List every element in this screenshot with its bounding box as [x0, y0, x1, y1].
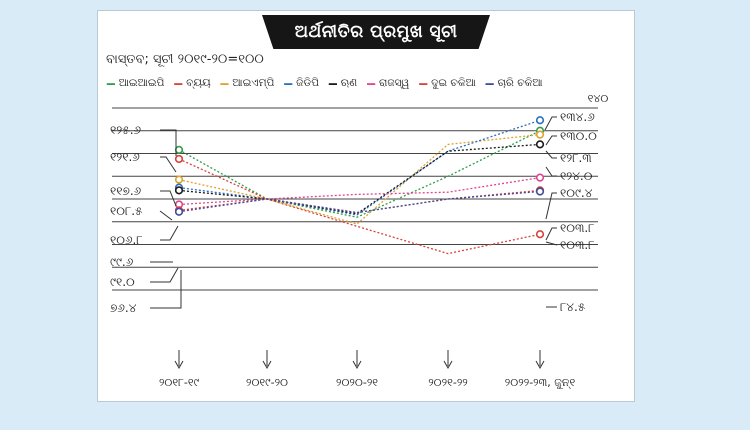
legend-swatch-imp: ‒ [219, 75, 230, 92]
x-tick-arrow [352, 360, 362, 370]
data-point-debt [535, 140, 545, 149]
legend-swatch-four-wheeler: ‒ [484, 75, 495, 92]
left-leader-line [150, 267, 179, 283]
left-value-label: ୧୦୮.୫ [110, 204, 143, 218]
series-line-gdp [178, 119, 541, 216]
right-leader-line [545, 135, 557, 146]
left-value-label: ୧୧୭.୬ [110, 184, 142, 198]
legend-swatch-debt: ‒ [328, 75, 338, 92]
legend-item-expenditure: ‒ ବ୍ୟୟ [173, 75, 211, 92]
legend-label-iip: ଆଇଆଇପି [118, 77, 165, 89]
legend-swatch-gdp: ‒ [283, 75, 294, 92]
data-point-imp [174, 175, 184, 184]
right-value-label: ୧୩୦.୦ [560, 129, 597, 143]
y-tick-label: ୧୪୦ [588, 92, 609, 105]
left-value-label: ୯୯.୬ [110, 255, 134, 269]
legend-item-gdp: ‒ ଜିଡିପି [283, 75, 320, 92]
right-leader-line [545, 192, 557, 220]
data-point-imp [535, 130, 545, 139]
legend-swatch-expenditure: ‒ [173, 75, 184, 92]
legend-item-revenue: ‒ ରାଜସ୍ୱ [366, 75, 410, 92]
legend-swatch-two-wheeler: ‒ [418, 75, 429, 92]
left-leader-line [160, 225, 179, 241]
legend-swatch-revenue: ‒ [366, 75, 376, 92]
x-tick-label: ୨୦୨୦-୨୧ [336, 376, 378, 389]
data-point-expenditure [535, 230, 545, 239]
chart-title: ଅର୍ଥନୀତିର ପ୍ରମୁଖ ସୂଚୀ [262, 15, 490, 49]
legend-label-debt: ଋଣ [340, 77, 358, 89]
right-leader-line [545, 150, 557, 159]
x-tick-label: ୨୦୧୯-୨୦ [246, 376, 288, 389]
left-value-label: ୭୬.୪ [110, 301, 137, 315]
legend-item-two-wheeler: ‒ ଦୁଇ ଚକିଆ [418, 75, 476, 92]
left-value-label: ୧୦୬.୮ [110, 233, 143, 247]
series-line-expenditure [178, 158, 541, 255]
series-line-debt [178, 143, 541, 215]
x-tick-arrow [262, 360, 272, 370]
right-value-label: ୮୪.୫ [560, 300, 586, 314]
data-point-iip [174, 145, 184, 154]
series-line-revenue [178, 176, 541, 206]
series-line-imp [178, 133, 541, 225]
legend-label-revenue: ରାଜସ୍ୱ [378, 77, 410, 89]
legend-label-imp: ଆଇଏମ୍‌ପି [232, 77, 275, 89]
legend-item-four-wheeler: ‒ ଚାରି ଚକିଆ [484, 75, 543, 92]
legend-label-gdp: ଜିଡିପି [296, 77, 320, 89]
right-leader-line [545, 227, 557, 241]
legend-item-debt: ‒ ଋଣ [328, 75, 358, 92]
legend-swatch-iip: ‒ [106, 75, 116, 92]
right-leader-line [545, 241, 558, 246]
right-value-label: ୧୦୯.୪ [560, 186, 593, 200]
left-leader-line [160, 156, 177, 173]
data-point-gdp [535, 116, 545, 125]
left-leader-line [159, 210, 173, 221]
legend-item-iip: ‒ ଆଇଆଇପି [106, 75, 165, 92]
right-leader-line [545, 166, 557, 177]
right-value-label: ୧୨୮.୩ [560, 151, 592, 165]
right-value-label: ୧୨୪.୦ [560, 169, 593, 183]
legend-label-two-wheeler: ଦୁଇ ଚକିଆ [431, 77, 476, 89]
x-tick-arrow [174, 360, 184, 370]
right-value-label: ୧୦୩.୮ [560, 221, 594, 235]
chart-card [97, 10, 635, 402]
right-value-label: ୧୩୪.୬ [560, 110, 595, 124]
data-point-four_wheeler [174, 207, 184, 216]
data-point-expenditure [174, 154, 184, 164]
chart-legend: ‒ ଆଇଆଇପି ‒ ବ୍ୟୟ ‒ ଆଇଏମ୍‌ପି ‒ ଜିଡିପି ‒ ଋଣ… [106, 75, 626, 92]
series-line-iip [178, 130, 541, 218]
left-value-label: ୯୧.୦ [110, 275, 135, 289]
left-leader-line [160, 190, 177, 207]
x-tick-arrow [443, 360, 453, 370]
x-tick-label: ୨୦୧୮-୧୯ [159, 376, 200, 389]
x-tick-arrow [535, 360, 545, 370]
right-value-label: ୧୦୩.୮ [560, 238, 594, 252]
chart-subtitle: ବାସ୍ତବ; ସୂଚୀ ୨୦୧୯-୨୦=୧୦୦ [106, 52, 264, 67]
legend-label-expenditure: ବ୍ୟୟ [186, 77, 211, 89]
data-point-four_wheeler [535, 187, 545, 196]
left-value-label: ୧୨୧.୬ [110, 150, 140, 164]
data-point-debt [174, 186, 184, 195]
right-leader-line [544, 116, 557, 131]
left-leader-line [160, 129, 177, 156]
x-tick-label: ୨୦୨୨-୨୩, ଜୁନ୍‌୧ [505, 376, 576, 390]
data-point-revenue [535, 173, 545, 182]
left-value-label: ୧୨୫.୬ [110, 123, 142, 137]
legend-item-imp: ‒ ଆଇଏମ୍‌ପି [219, 75, 275, 92]
x-tick-label: ୨୦୨୧-୨୨ [428, 376, 468, 389]
legend-label-four-wheeler: ଚାରି ଚକିଆ [497, 77, 543, 89]
left-leader-line [150, 270, 182, 309]
